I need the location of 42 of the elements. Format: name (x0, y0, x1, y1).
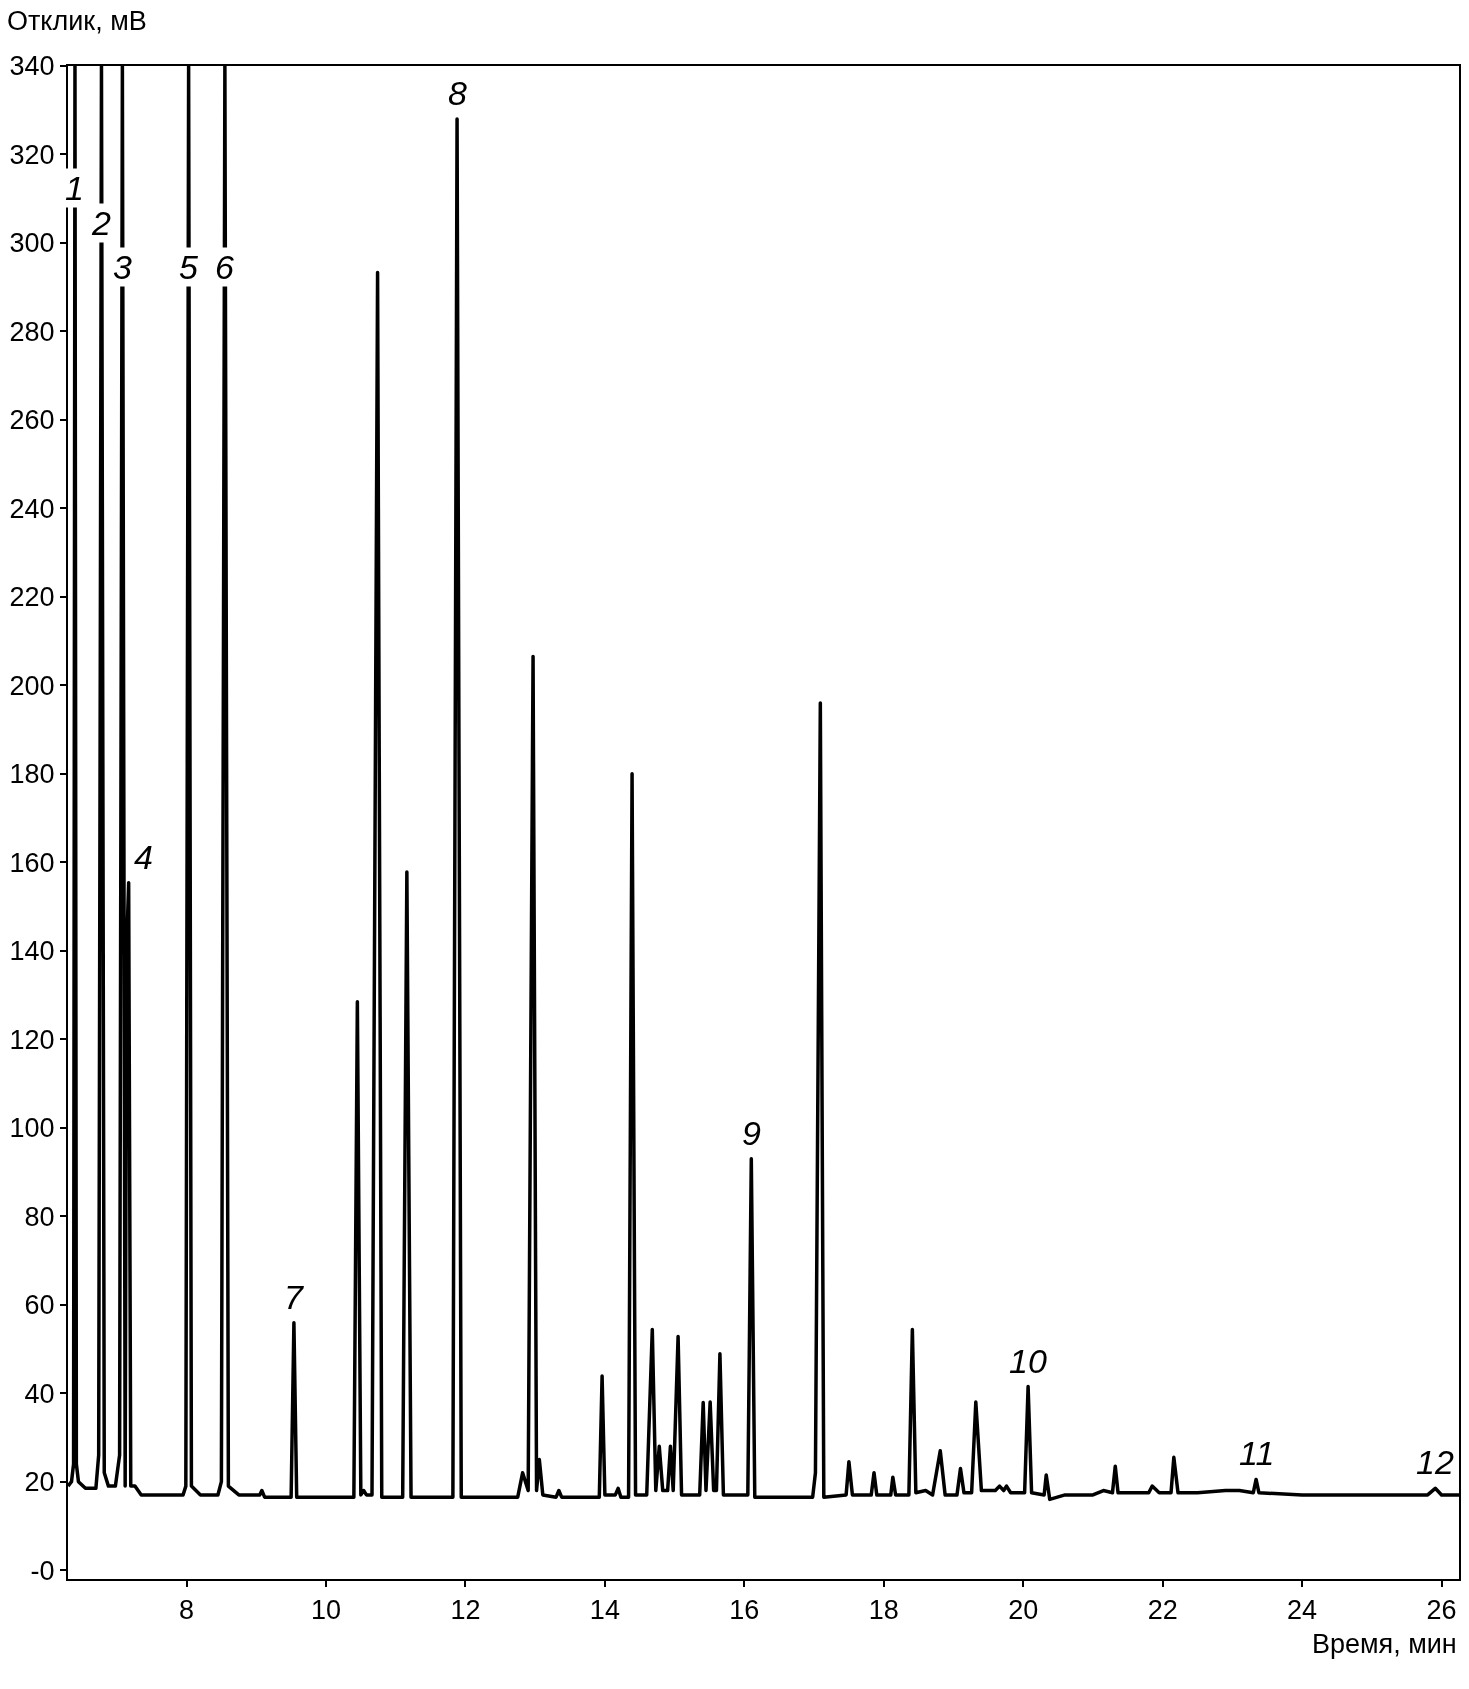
y-tick-label: 200 (9, 670, 55, 701)
annotation: 6 (215, 248, 234, 286)
x-tick-label: 8 (179, 1595, 195, 1626)
x-tick-label: 20 (1008, 1595, 1039, 1626)
annotation: 4 (134, 838, 153, 876)
y-tick-label: 260 (9, 405, 55, 436)
x-tick-label: 14 (589, 1595, 620, 1626)
annotation: 11 (1239, 1434, 1275, 1472)
x-tick-label: 18 (868, 1595, 899, 1626)
annotation: 7 (284, 1278, 304, 1316)
x-tick-label: 16 (729, 1595, 760, 1626)
y-tick-label: 320 (9, 139, 55, 170)
y-tick-label: 140 (9, 936, 55, 967)
annotation: 1 (65, 169, 84, 207)
annotation: 10 (1009, 1342, 1047, 1380)
y-tick-label: 300 (9, 228, 55, 259)
x-tick-label: 12 (450, 1595, 481, 1626)
y-tick-label: 20 (24, 1467, 55, 1498)
x-tick-label: 22 (1147, 1595, 1178, 1626)
y-axis-title: Отклик, мВ (7, 6, 147, 36)
annotation: 8 (448, 74, 467, 112)
y-tick-label: 120 (9, 1024, 55, 1055)
annotation: 3 (113, 248, 132, 286)
y-tick-label: -0 (30, 1555, 55, 1586)
annotation: 9 (742, 1114, 761, 1152)
annotation: 2 (91, 204, 111, 242)
y-tick-label: 280 (9, 316, 55, 347)
y-tick-label: 220 (9, 582, 55, 613)
y-tick-label: 80 (24, 1201, 55, 1232)
x-tick-label: 24 (1287, 1595, 1318, 1626)
x-axis-title: Время, мин (1312, 1629, 1457, 1659)
y-tick-label: 40 (24, 1378, 55, 1409)
y-tick-label: 340 (9, 51, 55, 82)
y-tick-label: 100 (9, 1113, 55, 1144)
annotation: 5 (179, 248, 198, 286)
y-tick-label: 240 (9, 493, 55, 524)
x-tick-label: 26 (1426, 1595, 1457, 1626)
annotation: 12 (1416, 1443, 1454, 1481)
x-tick-label: 10 (310, 1595, 341, 1626)
y-tick-label: 60 (24, 1290, 55, 1321)
y-tick-label: 180 (9, 759, 55, 790)
y-tick-label: 160 (9, 847, 55, 878)
